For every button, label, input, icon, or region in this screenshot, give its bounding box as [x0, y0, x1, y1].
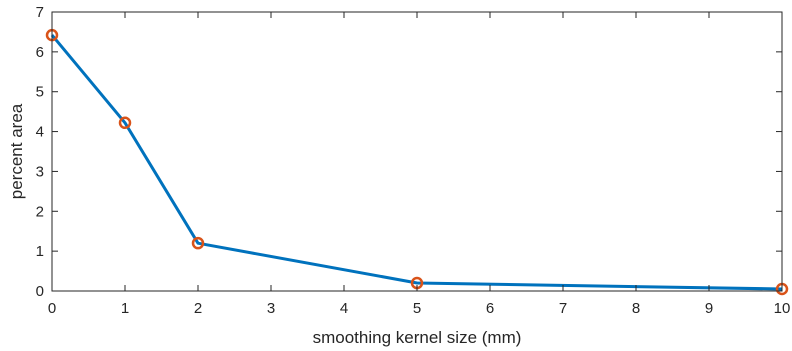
data-point	[118, 116, 132, 130]
x-tick-label: 4	[340, 300, 348, 317]
x-tick-label: 0	[48, 300, 56, 317]
y-tick-label: 3	[36, 163, 44, 180]
x-tick-label: 9	[705, 300, 713, 317]
x-tick-label: 7	[559, 300, 567, 317]
x-tick-label: 2	[194, 300, 202, 317]
x-tick-label: 6	[486, 300, 494, 317]
x-tick-label: 5	[413, 300, 421, 317]
y-tick-label: 5	[36, 84, 44, 101]
y-axis-label: percent area	[7, 103, 26, 199]
data-point	[191, 236, 205, 250]
y-tick-label: 4	[36, 124, 44, 141]
plot-area	[52, 12, 782, 291]
x-tick-label: 8	[632, 300, 640, 317]
x-tick-label: 1	[121, 300, 129, 317]
x-tick-label: 3	[267, 300, 275, 317]
x-axis-label: smoothing kernel size (mm)	[313, 328, 522, 347]
axes-layer: 0 1 2 3 4 5 6 7 8 9 10 0 1 2 3 4 5 6 7	[36, 4, 791, 317]
series-line-0	[50, 34, 783, 291]
plot-background	[52, 12, 782, 291]
y-tick-label: 2	[36, 203, 44, 220]
x-tick-label: 10	[774, 300, 791, 317]
y-tick-label: 7	[36, 4, 44, 21]
y-tick-label: 0	[36, 283, 44, 300]
y-tick-label: 6	[36, 44, 44, 61]
y-tick-label: 1	[36, 243, 44, 260]
